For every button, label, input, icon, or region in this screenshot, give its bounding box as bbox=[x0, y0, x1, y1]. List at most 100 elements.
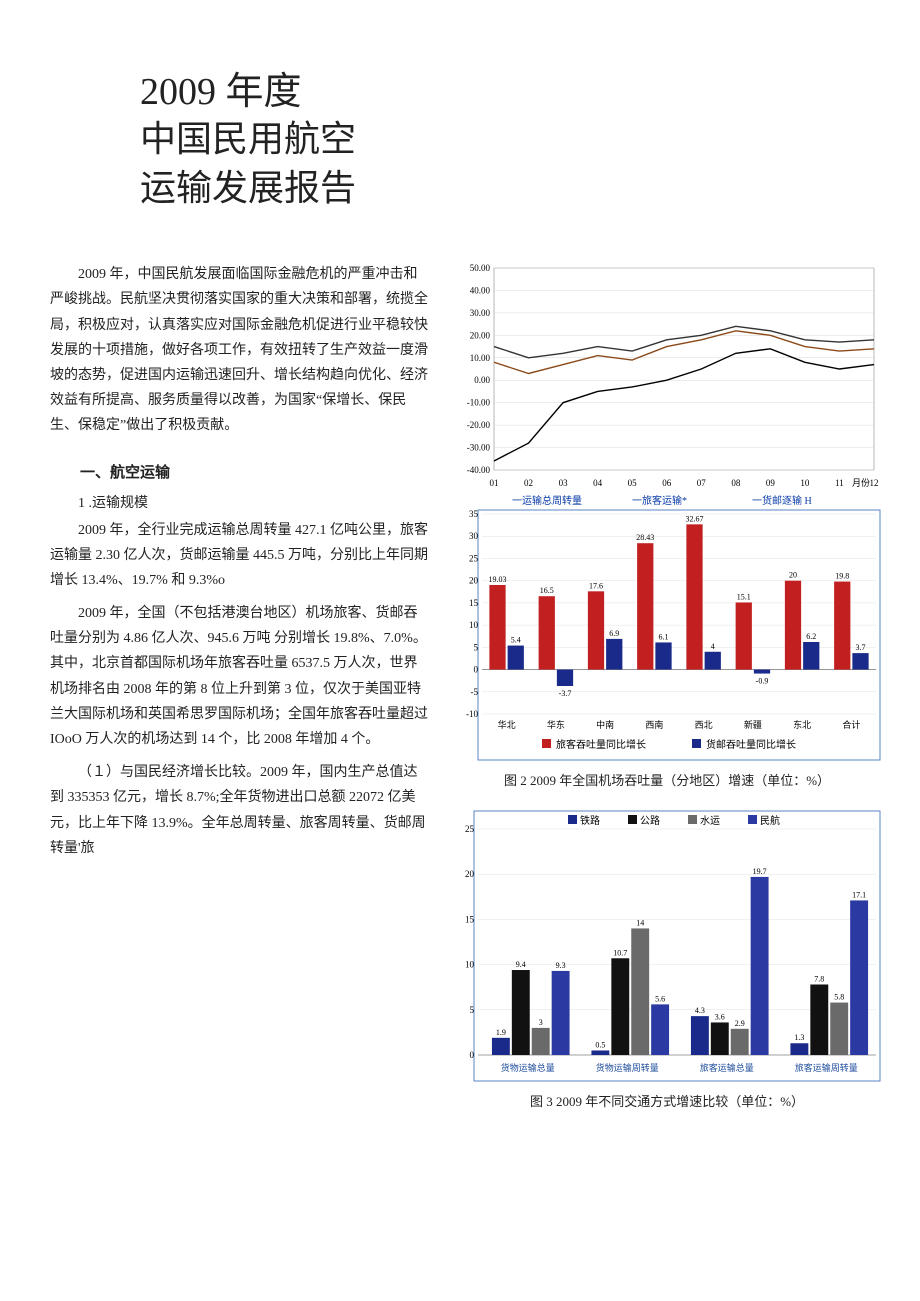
svg-text:新疆: 新疆 bbox=[744, 719, 762, 730]
svg-text:7.8: 7.8 bbox=[814, 975, 824, 984]
svg-text:03: 03 bbox=[559, 478, 569, 488]
svg-text:6.9: 6.9 bbox=[609, 629, 619, 638]
svg-text:-20.00: -20.00 bbox=[467, 420, 491, 430]
svg-text:10: 10 bbox=[800, 478, 810, 488]
svg-text:9.4: 9.4 bbox=[516, 960, 526, 969]
intro-paragraph: 2009 年，中国民航发展面临国际金融危机的严重冲击和严峻挑战。民航坚决贯彻落实… bbox=[50, 262, 430, 438]
body-columns: 2009 年，中国民航发展面临国际金融危机的严重冲击和严峻挑战。民航坚决贯彻落实… bbox=[50, 262, 870, 1124]
svg-text:16.5: 16.5 bbox=[540, 586, 554, 595]
svg-text:一旅客运输*: 一旅客运输* bbox=[632, 494, 687, 507]
svg-text:公路: 公路 bbox=[640, 814, 660, 827]
svg-text:19.8: 19.8 bbox=[835, 572, 849, 581]
svg-text:3: 3 bbox=[539, 1018, 543, 1027]
svg-text:5.4: 5.4 bbox=[511, 636, 521, 645]
svg-text:东北: 东北 bbox=[793, 719, 811, 730]
svg-text:西南: 西南 bbox=[645, 719, 663, 730]
svg-text:一货邮逐输 H: 一货邮逐输 H bbox=[752, 494, 812, 507]
svg-text:20: 20 bbox=[469, 576, 479, 586]
svg-text:15.1: 15.1 bbox=[737, 593, 751, 602]
svg-text:0.00: 0.00 bbox=[474, 375, 490, 385]
svg-text:0.5: 0.5 bbox=[595, 1041, 605, 1050]
svg-text:-30.00: -30.00 bbox=[467, 443, 491, 453]
svg-text:10.00: 10.00 bbox=[470, 353, 491, 363]
svg-text:02: 02 bbox=[524, 478, 533, 488]
svg-text:-10.00: -10.00 bbox=[467, 398, 491, 408]
svg-text:4: 4 bbox=[711, 642, 715, 651]
svg-text:20: 20 bbox=[789, 571, 797, 580]
title-line-2: 中国民用航空 bbox=[140, 115, 870, 164]
subheading-1: 1 .运输规模 bbox=[50, 492, 430, 512]
svg-text:一运输总周转量: 一运输总周转量 bbox=[512, 494, 582, 507]
svg-text:15: 15 bbox=[469, 598, 479, 608]
svg-text:铁路: 铁路 bbox=[580, 814, 600, 827]
para-4: （１）与国民经济增长比较。2009 年，国内生产总值达到 335353 亿元，增… bbox=[50, 760, 430, 861]
svg-text:30: 30 bbox=[469, 531, 479, 541]
svg-text:西北: 西北 bbox=[695, 720, 713, 730]
svg-text:-5: -5 bbox=[471, 687, 479, 697]
svg-text:4.3: 4.3 bbox=[695, 1006, 705, 1015]
title-line-3: 运输发展报告 bbox=[140, 164, 870, 213]
svg-text:5: 5 bbox=[474, 643, 479, 653]
svg-text:01: 01 bbox=[490, 478, 499, 488]
svg-text:合计: 合计 bbox=[842, 719, 860, 730]
svg-text:旅客运输总量: 旅客运输总量 bbox=[700, 1062, 754, 1073]
svg-text:20: 20 bbox=[465, 869, 475, 879]
svg-text:40.00: 40.00 bbox=[470, 286, 491, 296]
svg-text:1.3: 1.3 bbox=[794, 1033, 804, 1042]
svg-text:10.7: 10.7 bbox=[613, 948, 627, 957]
svg-text:5: 5 bbox=[470, 1005, 475, 1015]
right-column: -40.00-30.00-20.00-10.000.0010.0020.0030… bbox=[452, 262, 882, 1124]
chart-3-bar: 铁路公路水运民航0510152025货物运输总量1.99.439.3货物运输周转… bbox=[452, 803, 882, 1083]
svg-text:-0.9: -0.9 bbox=[756, 677, 769, 686]
svg-text:0: 0 bbox=[470, 1050, 475, 1060]
svg-text:25: 25 bbox=[465, 824, 475, 834]
svg-text:中南: 中南 bbox=[596, 719, 614, 730]
para-3: 2009 年，全国（不包括港澳台地区）机场旅客、货邮吞吐量分别为 4.86 亿人… bbox=[50, 601, 430, 752]
svg-text:1.9: 1.9 bbox=[496, 1028, 506, 1037]
svg-text:6.2: 6.2 bbox=[806, 632, 816, 641]
svg-text:05: 05 bbox=[628, 478, 638, 488]
svg-text:10: 10 bbox=[469, 620, 479, 630]
svg-text:11: 11 bbox=[835, 478, 844, 488]
svg-text:6.1: 6.1 bbox=[659, 633, 669, 642]
svg-text:货物运输周转量: 货物运输周转量 bbox=[596, 1062, 659, 1073]
svg-text:月份: 月份 bbox=[852, 477, 870, 488]
svg-text:华北: 华北 bbox=[498, 719, 516, 730]
svg-text:10: 10 bbox=[465, 960, 475, 970]
chart-3-caption: 图 3 2009 年不同交通方式增速比较（单位：%） bbox=[452, 1091, 882, 1110]
svg-text:08: 08 bbox=[731, 478, 741, 488]
svg-text:09: 09 bbox=[766, 478, 776, 488]
svg-text:28.43: 28.43 bbox=[636, 533, 654, 542]
svg-text:0: 0 bbox=[474, 665, 479, 675]
svg-text:-40.00: -40.00 bbox=[467, 465, 491, 475]
svg-text:04: 04 bbox=[593, 478, 603, 488]
svg-text:14: 14 bbox=[636, 919, 644, 928]
svg-text:货邮吞吐量同比增长: 货邮吞吐量同比增长 bbox=[706, 738, 796, 751]
svg-text:50.00: 50.00 bbox=[470, 263, 491, 273]
section-1-heading: 一、航空运输 bbox=[50, 461, 430, 482]
svg-text:20.00: 20.00 bbox=[470, 331, 491, 341]
svg-text:民航: 民航 bbox=[760, 814, 780, 827]
title-block: 2009 年度 中国民用航空 运输发展报告 bbox=[140, 60, 870, 212]
svg-text:5.8: 5.8 bbox=[834, 993, 844, 1002]
svg-text:07: 07 bbox=[697, 478, 707, 488]
title-year: 2009 年度 bbox=[140, 60, 870, 115]
svg-text:17.6: 17.6 bbox=[589, 582, 603, 591]
svg-text:35: 35 bbox=[469, 509, 479, 519]
chart-1-line: -40.00-30.00-20.00-10.000.0010.0020.0030… bbox=[452, 262, 882, 492]
svg-text:旅客运输周转量: 旅客运输周转量 bbox=[795, 1062, 858, 1073]
svg-text:2.9: 2.9 bbox=[735, 1019, 745, 1028]
svg-text:25: 25 bbox=[469, 554, 479, 564]
svg-text:19.03: 19.03 bbox=[488, 575, 506, 584]
svg-text:32.67: 32.67 bbox=[685, 515, 703, 524]
chart-2-caption: 图 2 2009 年全国机场吞吐量（分地区）增速（单位：%） bbox=[452, 770, 882, 789]
svg-text:12: 12 bbox=[870, 478, 879, 488]
svg-text:5.6: 5.6 bbox=[655, 995, 665, 1004]
svg-text:19.7: 19.7 bbox=[753, 867, 767, 876]
svg-text:9.3: 9.3 bbox=[556, 961, 566, 970]
svg-text:17.1: 17.1 bbox=[852, 891, 866, 900]
svg-text:旅客吞吐量同比增长: 旅客吞吐量同比增长 bbox=[556, 738, 646, 751]
svg-text:-10: -10 bbox=[466, 709, 478, 719]
para-2: 2009 年，全行业完成运输总周转量 427.1 亿吨公里，旅客运输量 2.30… bbox=[50, 518, 430, 594]
svg-text:货物运输总量: 货物运输总量 bbox=[501, 1062, 555, 1073]
